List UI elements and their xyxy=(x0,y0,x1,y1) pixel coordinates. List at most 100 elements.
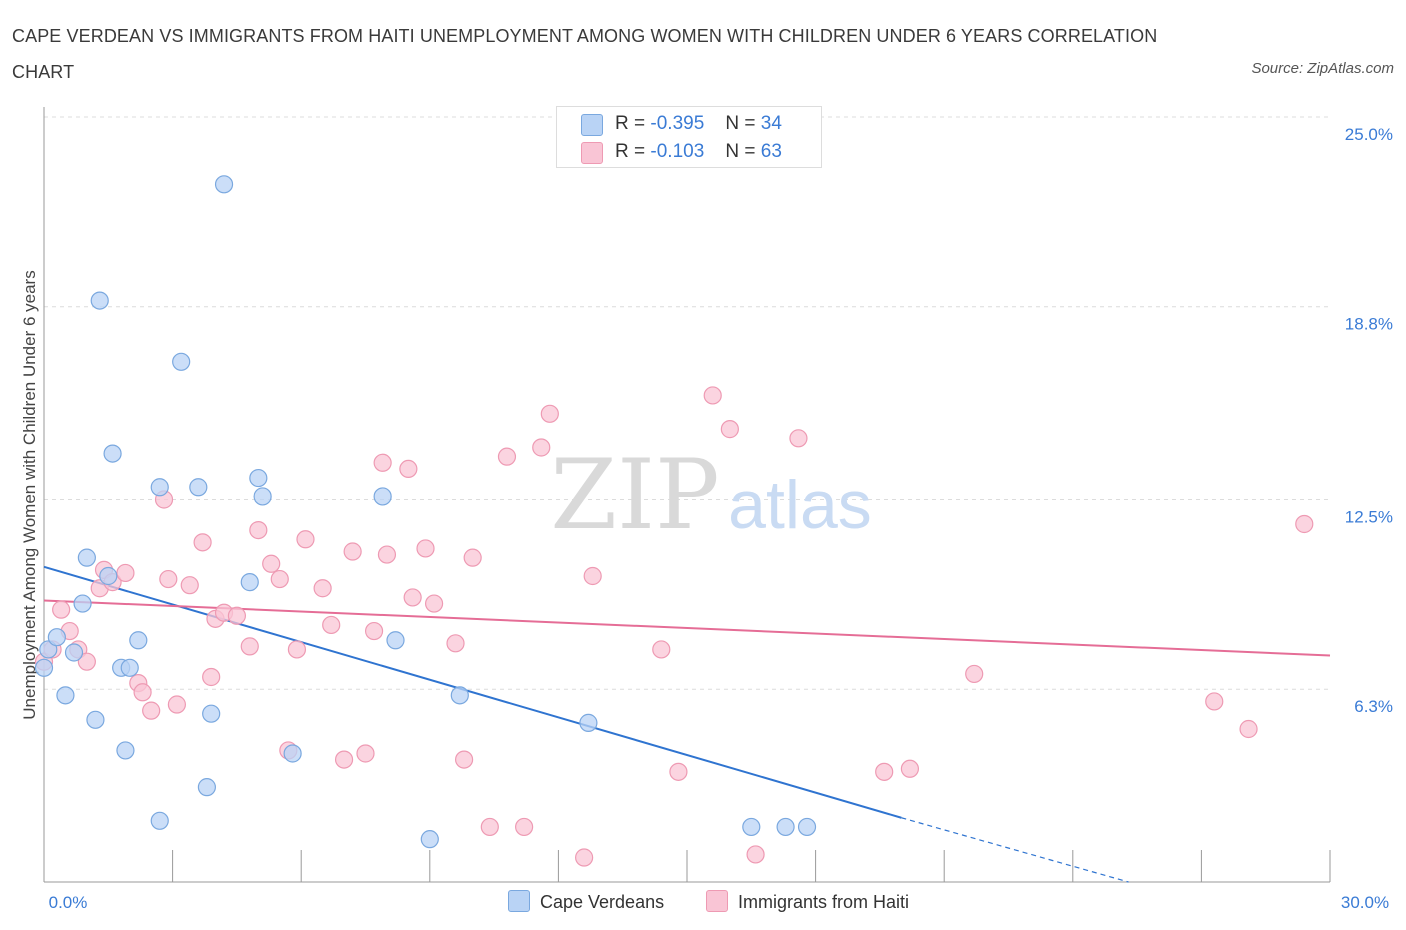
cape-verdean-point xyxy=(386,631,405,650)
haiti-point xyxy=(296,530,315,549)
legend-item-haiti: Immigrants from Haiti xyxy=(706,890,909,913)
haiti-point xyxy=(399,459,418,478)
haiti-point xyxy=(515,817,534,837)
n-label: N = xyxy=(725,141,756,162)
data-points xyxy=(34,175,1314,867)
haiti-point xyxy=(454,750,474,769)
haiti-point xyxy=(1205,692,1224,711)
cape-verdean-point xyxy=(120,658,139,677)
haiti-point xyxy=(900,759,920,778)
cape-verdean-point xyxy=(129,631,148,650)
n-value: 34 xyxy=(760,113,782,134)
haiti-point xyxy=(463,548,482,567)
haiti-point xyxy=(116,563,135,583)
haiti-point xyxy=(180,576,199,595)
watermark: ZIP atlas xyxy=(550,439,871,551)
cape-verdean-point xyxy=(420,830,439,849)
cape-verdean-point xyxy=(214,175,234,194)
cape-verdean-point xyxy=(742,817,761,837)
haiti-point xyxy=(652,640,671,659)
watermark-zip: ZIP xyxy=(550,439,719,551)
cape-verdean-trend-line xyxy=(43,565,902,819)
y-tick-label: 18.8% xyxy=(1345,315,1393,334)
cape-verdean-point xyxy=(249,468,268,488)
axes xyxy=(43,107,1331,883)
y-tick-label: 12.5% xyxy=(1345,508,1393,527)
haiti-point xyxy=(1239,719,1258,739)
haiti-point xyxy=(193,533,212,552)
y-tick-label: 25.0% xyxy=(1345,125,1393,144)
haiti-point xyxy=(720,420,739,439)
n-label: N = xyxy=(725,113,756,134)
cape-verdean-point xyxy=(776,817,795,837)
cape-verdean-point xyxy=(450,686,469,705)
legend-swatch-pink xyxy=(581,142,603,164)
haiti-point xyxy=(480,817,499,837)
legend-swatch-pink xyxy=(706,890,728,912)
cape-verdean-point xyxy=(189,478,208,497)
haiti-point xyxy=(133,683,152,702)
cape-verdean-point xyxy=(202,704,221,723)
haiti-point xyxy=(343,542,362,561)
haiti-point xyxy=(227,606,246,625)
cape-verdean-point xyxy=(116,741,135,760)
haiti-point xyxy=(77,652,96,671)
haiti-point xyxy=(322,615,341,635)
cape-verdean-point xyxy=(34,658,54,677)
haiti-point xyxy=(202,667,221,687)
haiti-point xyxy=(583,566,602,586)
legend-item-cape-verdeans: Cape Verdeans xyxy=(508,890,664,913)
haiti-point xyxy=(416,539,435,558)
legend-label: Immigrants from Haiti xyxy=(738,892,910,912)
chart-title: CAPE VERDEAN VS IMMIGRANTS FROM HAITI UN… xyxy=(12,26,1158,82)
trend-lines xyxy=(43,565,1331,883)
haiti-point xyxy=(262,554,281,573)
cape-verdean-trend-extension xyxy=(901,817,1129,883)
haiti-point xyxy=(364,621,384,641)
haiti-point xyxy=(424,594,444,613)
haiti-point xyxy=(703,386,722,405)
r-value: -0.103 xyxy=(650,141,705,162)
cape-verdean-point xyxy=(373,487,392,506)
cape-verdean-point xyxy=(253,487,272,506)
source-label: Source: ZipAtlas.com xyxy=(1251,60,1394,77)
haiti-point xyxy=(497,447,517,466)
cape-verdean-point xyxy=(172,352,191,371)
haiti-point xyxy=(875,762,894,781)
tick-labels: 6.3% 12.5% 18.8% 25.0% 0.0% 30.0% xyxy=(49,125,1393,912)
haiti-point xyxy=(356,744,375,763)
cape-verdean-point xyxy=(47,628,66,647)
haiti-point xyxy=(249,520,268,540)
haiti-point xyxy=(403,588,422,607)
haiti-point xyxy=(746,845,765,864)
haiti-point xyxy=(540,404,559,423)
haiti-point xyxy=(142,701,161,720)
x-tick-label: 0.0% xyxy=(49,893,88,912)
haiti-point xyxy=(287,640,307,659)
haiti-point xyxy=(52,600,71,619)
haiti-point xyxy=(159,569,178,589)
haiti-trend-line xyxy=(43,599,1331,657)
haiti-point xyxy=(669,762,688,781)
cape-verdean-point xyxy=(99,566,118,586)
cape-verdean-point xyxy=(150,478,169,497)
haiti-point xyxy=(575,848,594,867)
y-tick-label: 6.3% xyxy=(1354,697,1393,716)
haiti-point xyxy=(965,664,984,684)
watermark-atlas: atlas xyxy=(728,467,872,543)
cape-verdean-point xyxy=(86,710,105,729)
legend-label: Cape Verdeans xyxy=(540,892,665,912)
legend-swatch-blue xyxy=(508,890,530,912)
haiti-point xyxy=(240,637,259,656)
r-label: R = xyxy=(615,141,646,162)
cape-verdean-point xyxy=(797,817,817,837)
correlation-legend: R = -0.395 N = 34 R = -0.103 N = 63 xyxy=(556,106,822,168)
cape-verdean-point xyxy=(64,643,84,662)
haiti-point xyxy=(167,695,186,714)
cape-verdean-point xyxy=(56,686,75,705)
haiti-point xyxy=(532,438,551,457)
n-value: 63 xyxy=(760,141,782,162)
haiti-point xyxy=(270,569,289,589)
legend-swatch-blue xyxy=(581,114,603,136)
